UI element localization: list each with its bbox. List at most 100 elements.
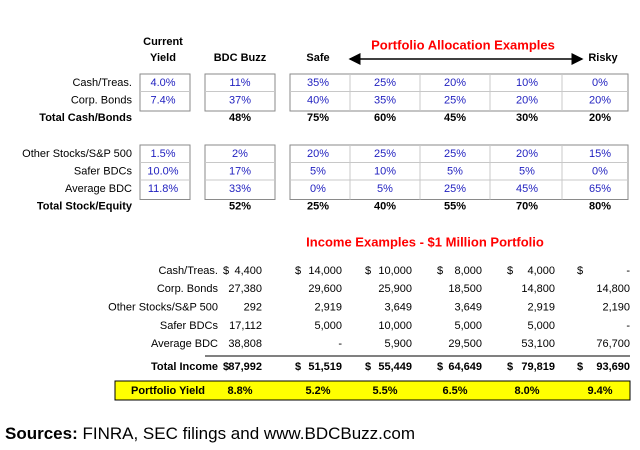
header-safe: Safe xyxy=(306,52,329,64)
allocation-cell: 25% xyxy=(444,183,466,195)
currency-symbol: $ xyxy=(507,361,513,373)
yield-cell: 4.0% xyxy=(150,77,175,89)
income-row-cell: 3,649 xyxy=(384,302,412,314)
allocation-cell: 25% xyxy=(444,94,466,106)
total-label: Total Cash/Bonds xyxy=(39,112,132,124)
allocation-cell: 17% xyxy=(229,165,251,177)
allocation-cell: 0% xyxy=(310,183,326,195)
income-row-cell: 5,000 xyxy=(454,320,482,332)
income-row-cell: 27,380 xyxy=(228,283,262,295)
allocation-cell: 0% xyxy=(592,165,608,177)
income-total-label: Total Income xyxy=(151,361,218,373)
yield-cell: 10.0% xyxy=(147,165,178,177)
allocation-cell: 20% xyxy=(589,94,611,106)
allocation-cell: 25% xyxy=(374,148,396,160)
allocation-cell: 5% xyxy=(447,165,463,177)
row-label: Cash/Treas. xyxy=(72,77,132,89)
row-label: Average BDC xyxy=(65,183,132,195)
allocation-cell: 45% xyxy=(516,183,538,195)
allocation-cell: 10% xyxy=(516,77,538,89)
currency-symbol: $ xyxy=(295,265,301,277)
allocation-cell: 25% xyxy=(444,148,466,160)
income-total-cell: 87,992 xyxy=(228,361,262,373)
income-row-cell: 10,000 xyxy=(378,265,412,277)
income-row-label: Cash/Treas. xyxy=(158,265,218,277)
total-cell: 55% xyxy=(444,200,466,212)
total-label: Total Stock/Equity xyxy=(37,200,133,212)
allocation-cell: 0% xyxy=(592,77,608,89)
income-row-cell: 14,800 xyxy=(521,283,555,295)
income-row-cell: 4,000 xyxy=(527,265,555,277)
income-row-cell: 29,600 xyxy=(308,283,342,295)
income-total-cell: 79,819 xyxy=(521,361,555,373)
yield-cell: 7.4% xyxy=(150,94,175,106)
allocation-cell: 40% xyxy=(307,94,329,106)
allocation-cell: 20% xyxy=(444,77,466,89)
income-row-cell: 4,400 xyxy=(234,265,262,277)
allocation-box xyxy=(289,73,629,112)
total-cell: 45% xyxy=(444,112,466,124)
yield-box xyxy=(139,73,191,112)
income-row-cell: 8,000 xyxy=(454,265,482,277)
yield-value: 6.5% xyxy=(442,385,467,397)
yield-label: Portfolio Yield xyxy=(131,385,205,397)
yield-highlight xyxy=(114,380,631,401)
income-total-cell: 51,519 xyxy=(308,361,342,373)
allocation-title: Portfolio Allocation Examples xyxy=(371,37,555,52)
row-label: Other Stocks/S&P 500 xyxy=(22,148,132,160)
allocation-cell: 15% xyxy=(589,148,611,160)
allocation-box xyxy=(289,144,629,200)
buzz-box xyxy=(204,73,276,112)
yield-cell: 11.8% xyxy=(148,183,179,195)
income-row-label: Safer BDCs xyxy=(160,320,219,332)
header-bdc-buzz: BDC Buzz xyxy=(214,52,267,64)
income-row-cell: 18,500 xyxy=(448,283,482,295)
sources-line: Sources: FINRA, SEC filings and www.BDCB… xyxy=(5,424,415,443)
yield-box xyxy=(139,144,191,200)
total-cell: 80% xyxy=(589,200,611,212)
currency-symbol: $ xyxy=(577,361,583,373)
allocation-cell: 65% xyxy=(589,183,611,195)
yield-value: 8.8% xyxy=(227,385,252,397)
currency-symbol: $ xyxy=(437,361,443,373)
allocation-cell: 10% xyxy=(374,165,396,177)
income-total-cell: 93,690 xyxy=(596,361,630,373)
yield-value: 5.2% xyxy=(305,385,330,397)
income-row-cell: - xyxy=(338,338,342,350)
income-row-cell: 29,500 xyxy=(448,338,482,350)
allocation-cell: 33% xyxy=(229,183,251,195)
total-cell: 25% xyxy=(307,200,329,212)
income-total-cell: 64,649 xyxy=(448,361,482,373)
income-row-label: Average BDC xyxy=(151,338,218,350)
allocation-cell: 35% xyxy=(374,94,396,106)
yield-cell: 1.5% xyxy=(150,148,175,160)
allocation-cell: 11% xyxy=(229,77,250,89)
total-cell: 52% xyxy=(229,200,251,212)
income-row-cell: 14,800 xyxy=(596,283,630,295)
allocation-cell: 20% xyxy=(516,94,538,106)
currency-symbol: $ xyxy=(437,265,443,277)
yield-value: 9.4% xyxy=(587,385,612,397)
income-row-cell: 10,000 xyxy=(378,320,412,332)
header-risky: Risky xyxy=(588,52,618,64)
allocation-cell: 5% xyxy=(310,165,326,177)
sources-label: Sources: xyxy=(5,424,78,443)
income-row-label: Corp. Bonds xyxy=(157,283,219,295)
sources-text: FINRA, SEC filings and www.BDCBuzz.com xyxy=(82,424,415,443)
buzz-box xyxy=(204,144,276,200)
row-label: Corp. Bonds xyxy=(71,94,133,106)
row-label: Safer BDCs xyxy=(74,165,133,177)
income-row-cell: - xyxy=(626,265,630,277)
total-cell: 75% xyxy=(307,112,329,124)
allocation-cell: 2% xyxy=(232,148,248,160)
income-row-cell: 292 xyxy=(244,302,262,314)
total-cell: 48% xyxy=(229,112,251,124)
income-row-cell: 17,112 xyxy=(229,320,262,332)
allocation-cell: 5% xyxy=(377,183,393,195)
currency-symbol: $ xyxy=(223,265,229,277)
income-row-cell: 14,000 xyxy=(308,265,342,277)
currency-symbol: $ xyxy=(507,265,513,277)
header-yield-1: Current xyxy=(143,36,183,48)
total-cell: 60% xyxy=(374,112,396,124)
currency-symbol: $ xyxy=(365,265,371,277)
